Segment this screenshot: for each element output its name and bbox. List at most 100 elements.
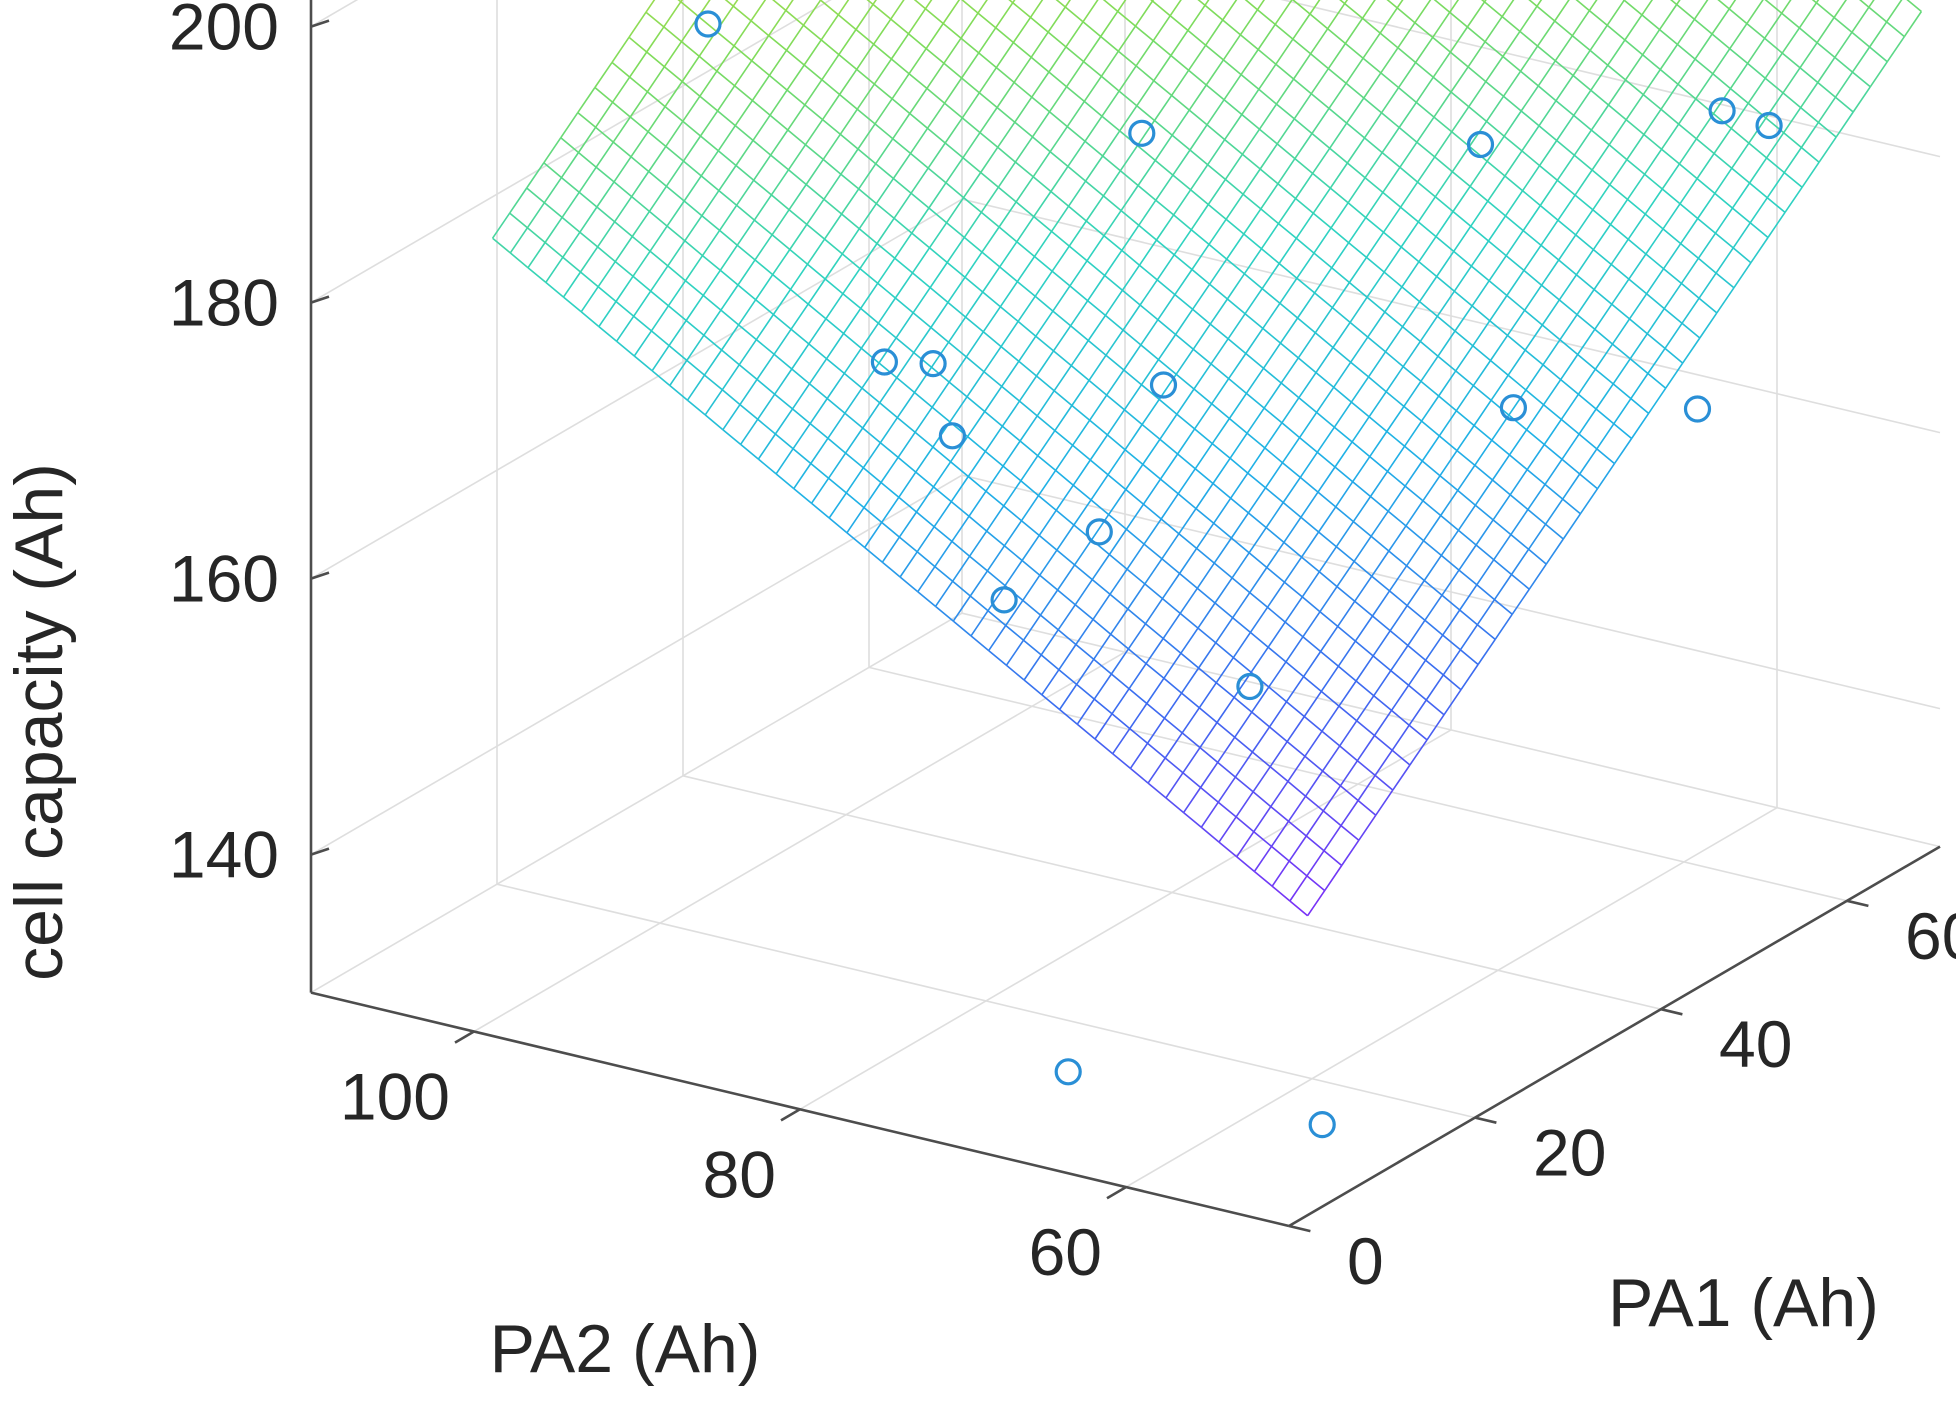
- mesh-line: [1319, 611, 1339, 628]
- mesh-line: [1329, 122, 1348, 149]
- mesh-line: [808, 318, 827, 345]
- mesh-line: [1536, 0, 1543, 7]
- mesh-line: [1153, 119, 1173, 136]
- mesh-line: [616, 340, 635, 357]
- mesh-line: [1057, 589, 1076, 606]
- mesh-line: [754, 259, 774, 276]
- data-points: [694, 10, 1783, 1139]
- mesh-line: [855, 3, 874, 30]
- mesh-line: [1253, 806, 1272, 833]
- mesh-line: [1014, 121, 1034, 138]
- mesh-line: [1276, 118, 1295, 145]
- mesh-line: [1525, 404, 1545, 431]
- mesh-line: [1197, 642, 1217, 669]
- mesh-line: [803, 39, 822, 66]
- mesh-line: [579, 271, 599, 288]
- mesh-line: [822, 118, 841, 135]
- mesh-line: [1036, 415, 1056, 432]
- mesh-line: [1193, 403, 1213, 430]
- mesh-line: [594, 86, 614, 103]
- mesh-line: [646, 91, 666, 108]
- mesh-line: [928, 207, 948, 224]
- mesh-line: [838, 53, 858, 71]
- mesh-line: [1425, 699, 1445, 716]
- mesh-line: [1449, 26, 1469, 53]
- mesh-line: [1303, 675, 1322, 693]
- mesh-line: [1613, 423, 1633, 440]
- mesh-line: [1292, 38, 1312, 55]
- mesh-line: [934, 605, 954, 622]
- mesh-line: [877, 257, 896, 284]
- mesh-line: [840, 188, 860, 215]
- mesh-line: [1003, 545, 1023, 562]
- mesh-line: [1367, 336, 1387, 353]
- mesh-line: [809, 398, 828, 425]
- mesh-line: [1624, 54, 1644, 81]
- mesh-line: [1661, 148, 1680, 165]
- mesh-line: [1373, 734, 1393, 751]
- mesh-line: [978, 27, 997, 54]
- mesh-line: [736, 244, 756, 261]
- mesh-line: [1120, 209, 1140, 226]
- mesh-line: [1336, 585, 1356, 602]
- mesh-line: [1052, 350, 1072, 367]
- mesh-line: [1074, 604, 1094, 621]
- mesh-line: [1233, 696, 1253, 713]
- z-tick-label: 160: [169, 542, 279, 616]
- mesh-line: [1344, 42, 1364, 59]
- mesh-line: [1659, 68, 1679, 85]
- mesh-line: [1493, 598, 1513, 615]
- mesh-line: [1509, 494, 1529, 511]
- box-edge: [961, 612, 1941, 848]
- mesh-line: [960, 12, 979, 39]
- mesh-line: [1057, 629, 1077, 646]
- mesh-line: [1292, 53, 1312, 80]
- mesh-line: [1001, 400, 1021, 427]
- mesh-line: [1092, 618, 1112, 635]
- mesh-line: [1476, 599, 1496, 626]
- mesh-line: [1678, 123, 1697, 140]
- mesh-line: [1052, 310, 1072, 327]
- mesh-line: [1508, 454, 1528, 471]
- mesh-line: [1216, 696, 1235, 723]
- mesh-line: [1729, 62, 1749, 90]
- mesh-line: [1207, 139, 1226, 166]
- mesh-line: [1335, 481, 1354, 508]
- mesh-line: [663, 41, 683, 68]
- mesh-line: [1236, 856, 1255, 873]
- mesh-line: [1165, 797, 1185, 814]
- mesh-line: [1247, 512, 1267, 529]
- mesh-line: [1538, 140, 1558, 167]
- mesh-line: [803, 64, 823, 81]
- mesh-line: [1106, 409, 1126, 436]
- mesh-line: [1262, 302, 1281, 329]
- mesh-line: [986, 570, 1006, 587]
- mesh-line: [1730, 127, 1750, 144]
- mesh-line: [1488, 255, 1507, 282]
- mesh-line: [1174, 293, 1194, 310]
- mesh-line: [1140, 344, 1160, 361]
- mesh-line: [1441, 569, 1460, 596]
- mesh-line: [739, 418, 759, 445]
- mesh-line: [1384, 286, 1403, 313]
- mesh-line: [1269, 766, 1289, 783]
- mesh-line: [1472, 345, 1492, 362]
- mesh-line: [1230, 537, 1250, 554]
- mesh-line: [1415, 61, 1434, 78]
- mesh-line: [1197, 0, 1206, 6]
- mesh-line: [1386, 445, 1406, 472]
- mesh-line: [1083, 60, 1102, 77]
- mesh-line: [1213, 497, 1232, 524]
- mesh-line: [650, 290, 669, 307]
- mesh-line: [857, 123, 876, 150]
- mesh-line: [1484, 41, 1504, 58]
- mesh-line: [1102, 130, 1121, 157]
- mesh-line: [1196, 562, 1215, 589]
- mesh-line: [1277, 222, 1297, 239]
- mesh-line: [718, 204, 738, 231]
- mesh-line: [1712, 73, 1732, 90]
- mesh-line: [1367, 351, 1387, 378]
- mesh-line: [1458, 544, 1477, 571]
- mesh-line: [1032, 151, 1051, 178]
- mesh-line: [770, 154, 790, 171]
